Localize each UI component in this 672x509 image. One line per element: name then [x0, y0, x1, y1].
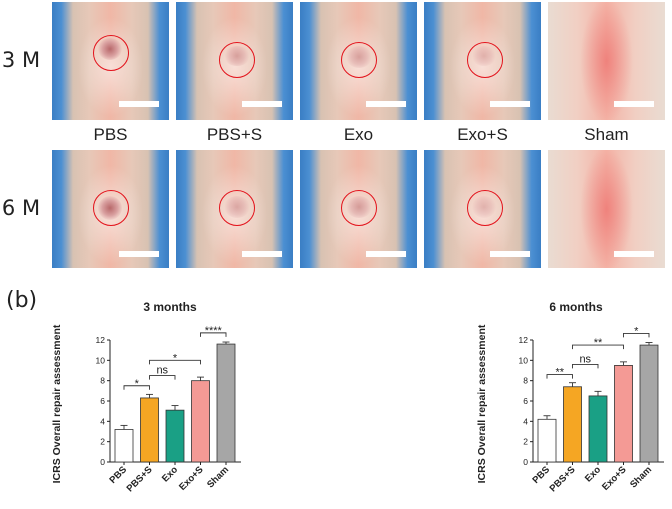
group-label-sham: Sham [584, 125, 629, 144]
photo-3m-sham [548, 2, 665, 120]
x-tick-label: PBS [108, 464, 130, 486]
chart-1-title: 3 months [143, 300, 197, 314]
scale-bar [490, 251, 530, 257]
y-tick-label: 0 [100, 457, 105, 467]
bar-pbs-pluss [140, 397, 159, 463]
scale-bar [490, 101, 530, 107]
photo-6m-pbs [52, 150, 169, 268]
y-tick-label: 6 [523, 396, 528, 406]
scale-bar [614, 101, 654, 107]
bar-sham [216, 343, 236, 463]
significance-bracket [149, 375, 176, 380]
photo-6m-exo [300, 150, 417, 268]
y-tick-label: 4 [100, 416, 105, 426]
significance-label: ns [579, 353, 591, 365]
photo-3m-exo [300, 2, 417, 120]
x-tick-label: Exo+S [600, 464, 629, 493]
significance-bracket [546, 374, 573, 379]
x-tick-label: Exo [583, 464, 603, 484]
y-tick-label: 2 [100, 437, 105, 447]
x-tick-label: Exo+S [177, 464, 206, 493]
group-label-pbs: PBS [93, 125, 128, 144]
bar-pbs [537, 418, 557, 463]
group-label-exo: Exo [343, 125, 374, 144]
defect-circle [467, 42, 503, 78]
significance-label: **** [205, 325, 223, 337]
bar-sham [639, 344, 659, 463]
y-tick-label: 6 [100, 396, 105, 406]
y-tick-label: 4 [523, 416, 528, 426]
scale-bar [242, 251, 282, 257]
group-label-pbs-s: PBS+S [206, 125, 263, 144]
photo-6m-exo-s [424, 150, 541, 268]
row-label-3m: 3 M [1, 48, 41, 72]
significance-bracket [123, 385, 150, 390]
significance-label: ** [594, 337, 603, 349]
bar-pbs [114, 429, 134, 463]
photo-3m-pbs-s [176, 2, 293, 120]
y-tick-label: 0 [523, 457, 528, 467]
chart-2-title: 6 months [549, 300, 603, 314]
y-tick-label: 12 [519, 335, 529, 345]
significance-bracket [623, 332, 650, 338]
defect-circle [219, 190, 255, 226]
defect-circle [93, 35, 129, 71]
defect-circle [219, 42, 255, 78]
chart-1-ylabel: ICRS Overall repair assessment [51, 324, 63, 484]
panel-b-letter: (b) [6, 288, 38, 313]
chart-2-ylabel: ICRS Overall repair assessment [476, 324, 488, 484]
defect-circle [467, 190, 503, 226]
x-tick-label: Sham [628, 464, 654, 490]
defect-circle [341, 190, 377, 226]
x-tick-label: PBS+S [125, 464, 155, 494]
significance-label: * [135, 378, 140, 390]
photo-3m-pbs [52, 2, 169, 120]
scale-bar [119, 251, 159, 257]
y-tick-label: 12 [96, 335, 106, 345]
scale-bar [119, 101, 159, 107]
significance-label: ** [555, 367, 564, 379]
y-tick-label: 2 [523, 437, 528, 447]
scale-bar [366, 101, 406, 107]
y-tick-label: 8 [100, 376, 105, 386]
x-tick-label: Sham [205, 464, 231, 490]
significance-label: * [173, 352, 178, 364]
photo-3m-exo-s [424, 2, 541, 120]
significance-label: * [634, 325, 639, 337]
y-tick-label: 10 [519, 355, 529, 365]
y-tick-label: 8 [523, 376, 528, 386]
scale-bar [366, 251, 406, 257]
defect-circle [341, 42, 377, 78]
significance-bracket [149, 359, 201, 365]
x-tick-label: Exo [160, 464, 180, 484]
x-tick-label: PBS [531, 464, 553, 486]
photo-6m-sham [548, 150, 665, 268]
scale-bar [242, 101, 282, 107]
bar-exo-pluss [191, 380, 210, 463]
bar-exo-pluss [614, 365, 633, 463]
y-tick-label: 10 [96, 355, 106, 365]
defect-circle [93, 190, 129, 226]
photo-6m-pbs-s [176, 150, 293, 268]
row-label-6m: 6 M [1, 196, 41, 220]
x-tick-label: PBS+S [548, 464, 578, 494]
significance-bracket [572, 363, 599, 369]
scale-bar [614, 251, 654, 257]
bar-exo [165, 409, 185, 463]
group-label-exo-s: Exo+S [457, 125, 508, 144]
significance-bracket [200, 332, 227, 337]
bar-pbs-pluss [563, 386, 582, 463]
bar-exo [588, 395, 608, 463]
significance-label: ns [156, 365, 168, 377]
significance-bracket [572, 344, 624, 350]
